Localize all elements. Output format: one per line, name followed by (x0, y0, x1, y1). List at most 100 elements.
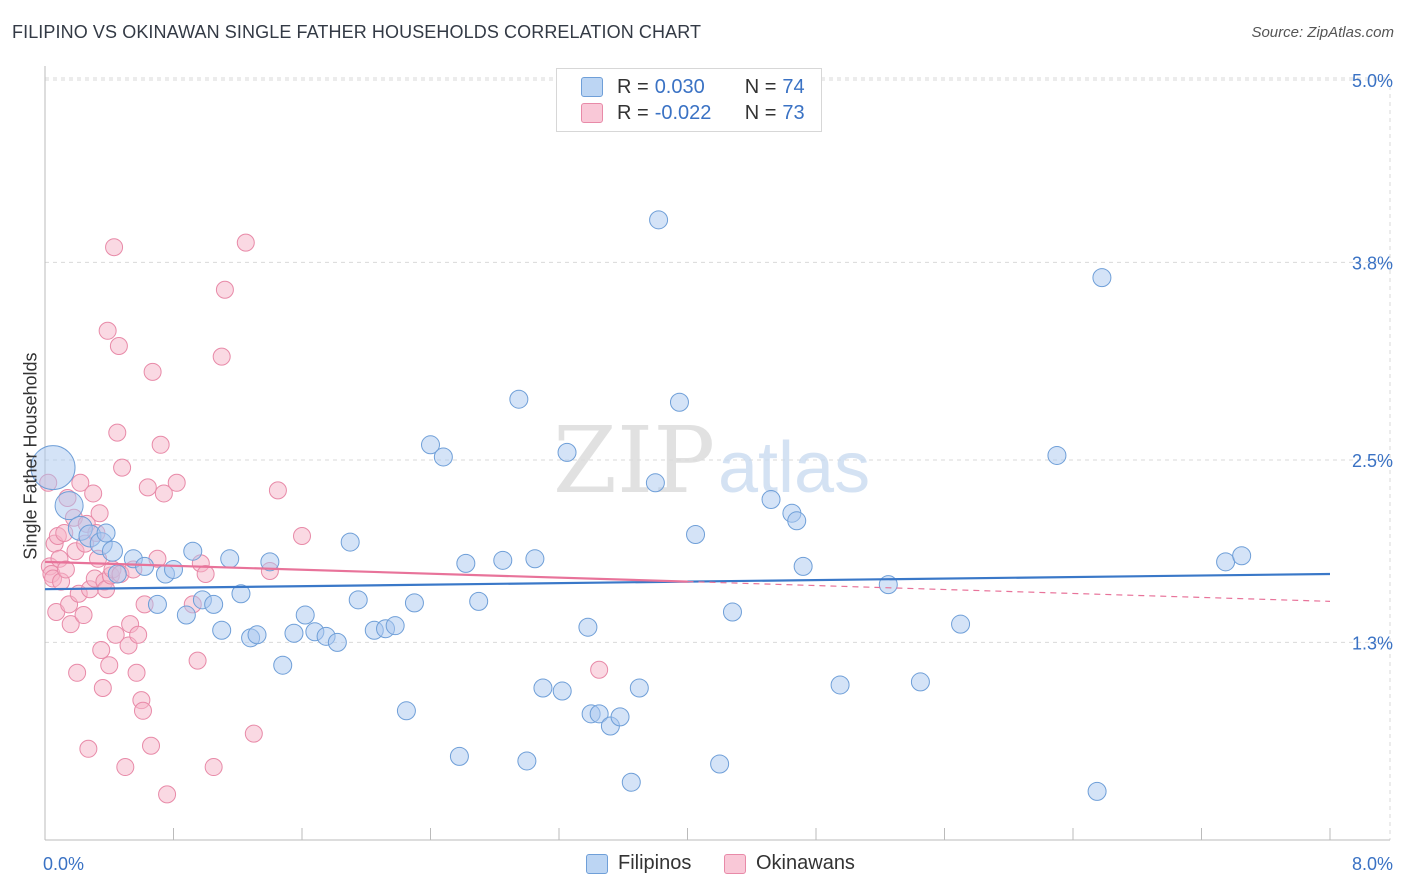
okinawan-point (108, 423, 127, 442)
filipino-point (830, 675, 850, 695)
filipino-point (1092, 268, 1112, 288)
filipino-point (204, 594, 224, 614)
chart-title: FILIPINO VS OKINAWAN SINGLE FATHER HOUSE… (12, 22, 702, 42)
correlation-legend: R = 0.030 N = 74 R = -0.022 N = 73 (556, 68, 822, 132)
legend-n-label: N = (744, 101, 777, 124)
filipino-point (348, 590, 368, 610)
x-tick-label-max: 8.0% (1352, 854, 1393, 874)
okinawan-point (196, 565, 215, 583)
okinawan-point (98, 321, 117, 340)
filipino-point (578, 617, 598, 637)
filipino-point (456, 553, 476, 573)
okinawans-points (39, 233, 609, 804)
okinawan-point (74, 606, 93, 625)
filipino-point (147, 594, 167, 614)
filipino-point (1047, 445, 1067, 465)
legend-r-value: -0.022 (654, 101, 712, 124)
filipino-point (96, 523, 116, 543)
okinawan-point (215, 280, 234, 299)
filipino-point (787, 511, 807, 531)
okinawan-point (109, 337, 128, 355)
y-tick-label: 3.8% (1352, 253, 1393, 273)
okinawan-point (236, 233, 255, 252)
filipino-point (421, 435, 440, 455)
legend-n-value: 74 (782, 75, 805, 98)
okinawan-point (129, 625, 148, 644)
legend-label-okinawans: Okinawans (756, 852, 855, 874)
filipino-point (54, 491, 84, 521)
okinawan-point (127, 663, 146, 682)
filipino-point (722, 602, 742, 622)
okinawan-point (90, 504, 109, 523)
okinawan-point (133, 701, 152, 720)
filipino-point (284, 623, 304, 643)
filipinos-points (30, 210, 1252, 801)
filipino-point (509, 389, 529, 409)
filipino-point (247, 625, 267, 645)
legend-item-filipinos: Filipinos (586, 852, 691, 875)
axis-layer: 1.3% 2.5% 3.8% 5.0% 0.0% 8.0% (43, 66, 1393, 874)
okinawans-trend-line (44, 560, 688, 583)
okinawan-point (268, 481, 287, 500)
legend-swatch-pink (724, 853, 746, 874)
okinawan-point (79, 739, 98, 758)
filipino-point (433, 447, 453, 467)
filipino-point (629, 678, 649, 698)
okinawans-trend-extension (687, 581, 1331, 602)
okinawan-point (151, 435, 170, 454)
filipino-point (649, 210, 669, 230)
legend-swatch-pink (581, 103, 603, 123)
filipino-point (176, 605, 196, 625)
okinawan-point (167, 473, 186, 492)
series-legend: Filipinos Okinawans (0, 852, 1406, 876)
okinawan-point (92, 641, 111, 659)
legend-n-label: N = (744, 75, 777, 98)
okinawan-point (100, 656, 119, 675)
y-tick-label: 5.0% (1352, 71, 1393, 91)
filipino-point (107, 564, 127, 584)
okinawan-point (154, 484, 173, 503)
okinawan-point (68, 663, 87, 682)
filipino-point (220, 549, 240, 569)
watermark: ZIP atlas (553, 407, 870, 514)
okinawan-point (116, 758, 135, 777)
okinawan-point (244, 724, 263, 743)
filipino-point (589, 704, 609, 724)
filipino-point (610, 707, 630, 727)
okinawan-point (204, 758, 223, 777)
filipino-point (686, 524, 706, 544)
source-credit: Source: ZipAtlas.com (1251, 24, 1394, 41)
grid-layer (45, 77, 1391, 840)
filipino-point (449, 746, 469, 766)
okinawan-point (138, 478, 157, 497)
filipino-point (951, 614, 971, 634)
y-axis-label: Single Father Households (20, 352, 41, 560)
y-tick-label: 2.5% (1352, 451, 1393, 471)
filipino-point (164, 559, 183, 579)
okinawan-point (590, 660, 609, 679)
filipino-point (183, 541, 203, 561)
filipino-point (493, 550, 513, 570)
legend-r-label: R = (617, 101, 649, 124)
filipino-point (101, 540, 123, 562)
legend-n-value: 73 (782, 101, 805, 124)
okinawan-point (106, 625, 125, 644)
filipino-point (273, 655, 293, 675)
okinawan-point (56, 560, 75, 579)
filipino-point (621, 772, 641, 792)
okinawan-point (142, 736, 161, 755)
filipino-point (340, 532, 360, 552)
okinawan-point (113, 458, 132, 477)
trend-lines (44, 560, 1331, 602)
filipino-point (260, 552, 280, 572)
filipino-point (793, 556, 813, 576)
okinawan-point (84, 484, 103, 503)
filipino-point (1232, 546, 1252, 566)
filipino-point (30, 445, 76, 491)
okinawan-point (71, 473, 90, 492)
legend-swatch-blue (581, 77, 603, 97)
filipino-point (327, 632, 347, 652)
y-tick-label: 1.3% (1352, 633, 1393, 653)
filipino-point (295, 605, 315, 625)
okinawan-point (212, 347, 231, 366)
